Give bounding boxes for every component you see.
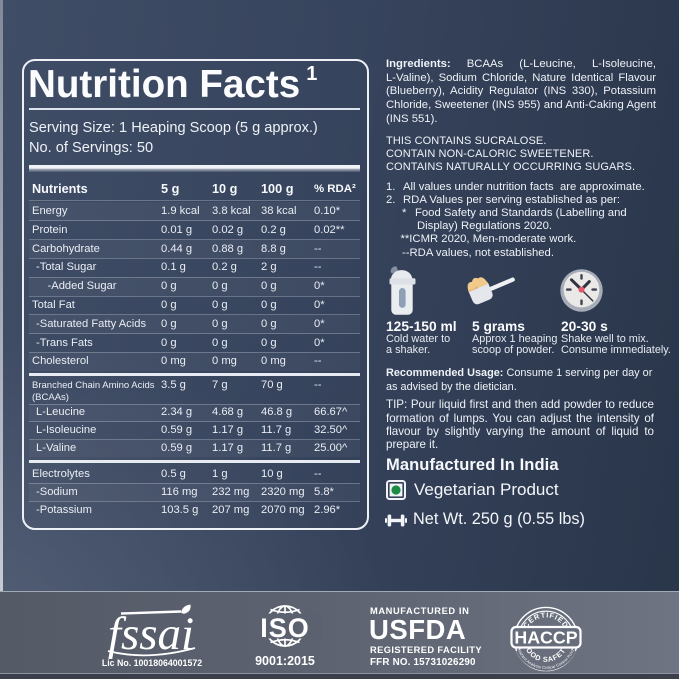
svg-text:HACCP: HACCP	[514, 628, 577, 648]
svg-text:Lic No. 10018064001572: Lic No. 10018064001572	[102, 658, 202, 668]
